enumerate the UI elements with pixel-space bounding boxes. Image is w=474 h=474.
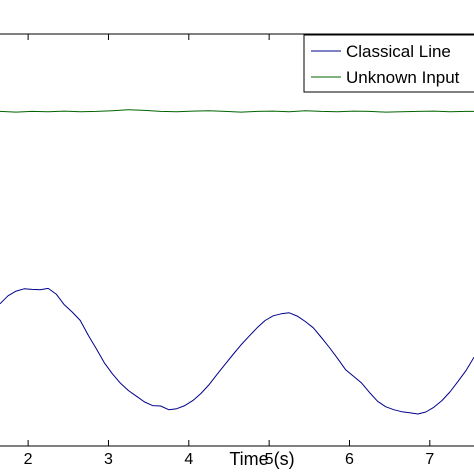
x-tick-label: 3 <box>104 451 113 468</box>
x-tick-label: 4 <box>184 451 193 468</box>
series-layer <box>0 109 474 415</box>
x-axis-label: Time (s) <box>229 449 294 469</box>
x-tick-label: 6 <box>345 451 354 468</box>
legend-entry-label: Unknown Input <box>346 68 460 87</box>
x-axis-ticks: 2 3 4 5 6 7 <box>24 34 434 468</box>
legend-box <box>303 34 474 93</box>
legend: Classical Line Unknown Input <box>303 34 474 93</box>
x-tick-label: 5 <box>265 451 274 468</box>
x-tick-label: 2 <box>24 451 33 468</box>
series-line-classical-line <box>0 287 474 415</box>
axes-frame <box>0 33 474 447</box>
legend-entry-label: Classical Line <box>346 42 451 61</box>
series-line-unknown-input <box>0 109 474 113</box>
x-tick-label: 7 <box>425 451 434 468</box>
